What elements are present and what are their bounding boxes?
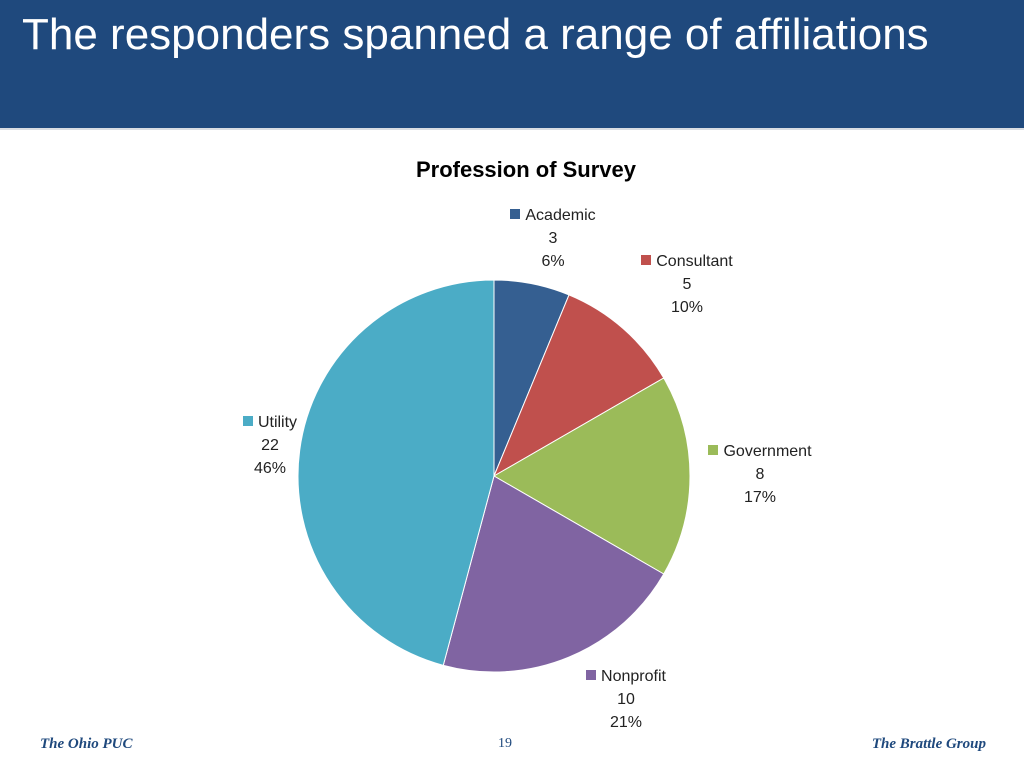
- pie-slice-nonprofit: [442, 475, 665, 673]
- academic-swatch: [510, 209, 521, 219]
- consultant-label: Consultant: [656, 253, 733, 270]
- consultant-swatch: [641, 255, 652, 265]
- utility-value: 22: [261, 437, 279, 454]
- slice-label-government: Government 8 17%: [680, 440, 840, 509]
- nonprofit-swatch: [586, 670, 597, 680]
- consultant-percent: 10%: [670, 299, 704, 316]
- nonprofit-percent: 21%: [609, 714, 643, 731]
- government-percent: 17%: [743, 489, 777, 506]
- nonprofit-value: 10: [617, 691, 635, 708]
- title-bar: [0, 0, 1024, 128]
- slice-label-academic: Academic 3 6%: [488, 204, 618, 273]
- slice-label-nonprofit: Nonprofit 10 21%: [556, 665, 696, 734]
- footer-left-text: The Ohio PUC: [40, 736, 133, 752]
- academic-value: 3: [548, 230, 558, 247]
- slide-title: The responders spanned a range of affili…: [22, 10, 929, 59]
- chart-title: Profession of Survey: [415, 157, 637, 182]
- header-divider: [0, 128, 1024, 130]
- academic-label: Academic: [525, 207, 596, 224]
- utility-swatch: [242, 416, 253, 426]
- pie-slice-government: [493, 377, 691, 575]
- nonprofit-label: Nonprofit: [601, 668, 666, 685]
- utility-label: Utility: [257, 414, 298, 431]
- government-label: Government: [723, 443, 812, 460]
- pie-slice-consultant: [492, 294, 665, 478]
- consultant-value: 5: [682, 276, 692, 293]
- utility-percent: 46%: [253, 460, 287, 477]
- government-swatch: [708, 445, 719, 455]
- academic-percent: 6%: [541, 253, 565, 270]
- pie-slice-utility: [297, 279, 495, 666]
- slice-label-utility: Utility 22 46%: [215, 411, 325, 480]
- government-value: 8: [755, 466, 765, 483]
- page-number: 19: [498, 736, 512, 751]
- footer-right-text: The Brattle Group: [871, 736, 986, 752]
- slice-label-consultant: Consultant 5 10%: [612, 250, 762, 319]
